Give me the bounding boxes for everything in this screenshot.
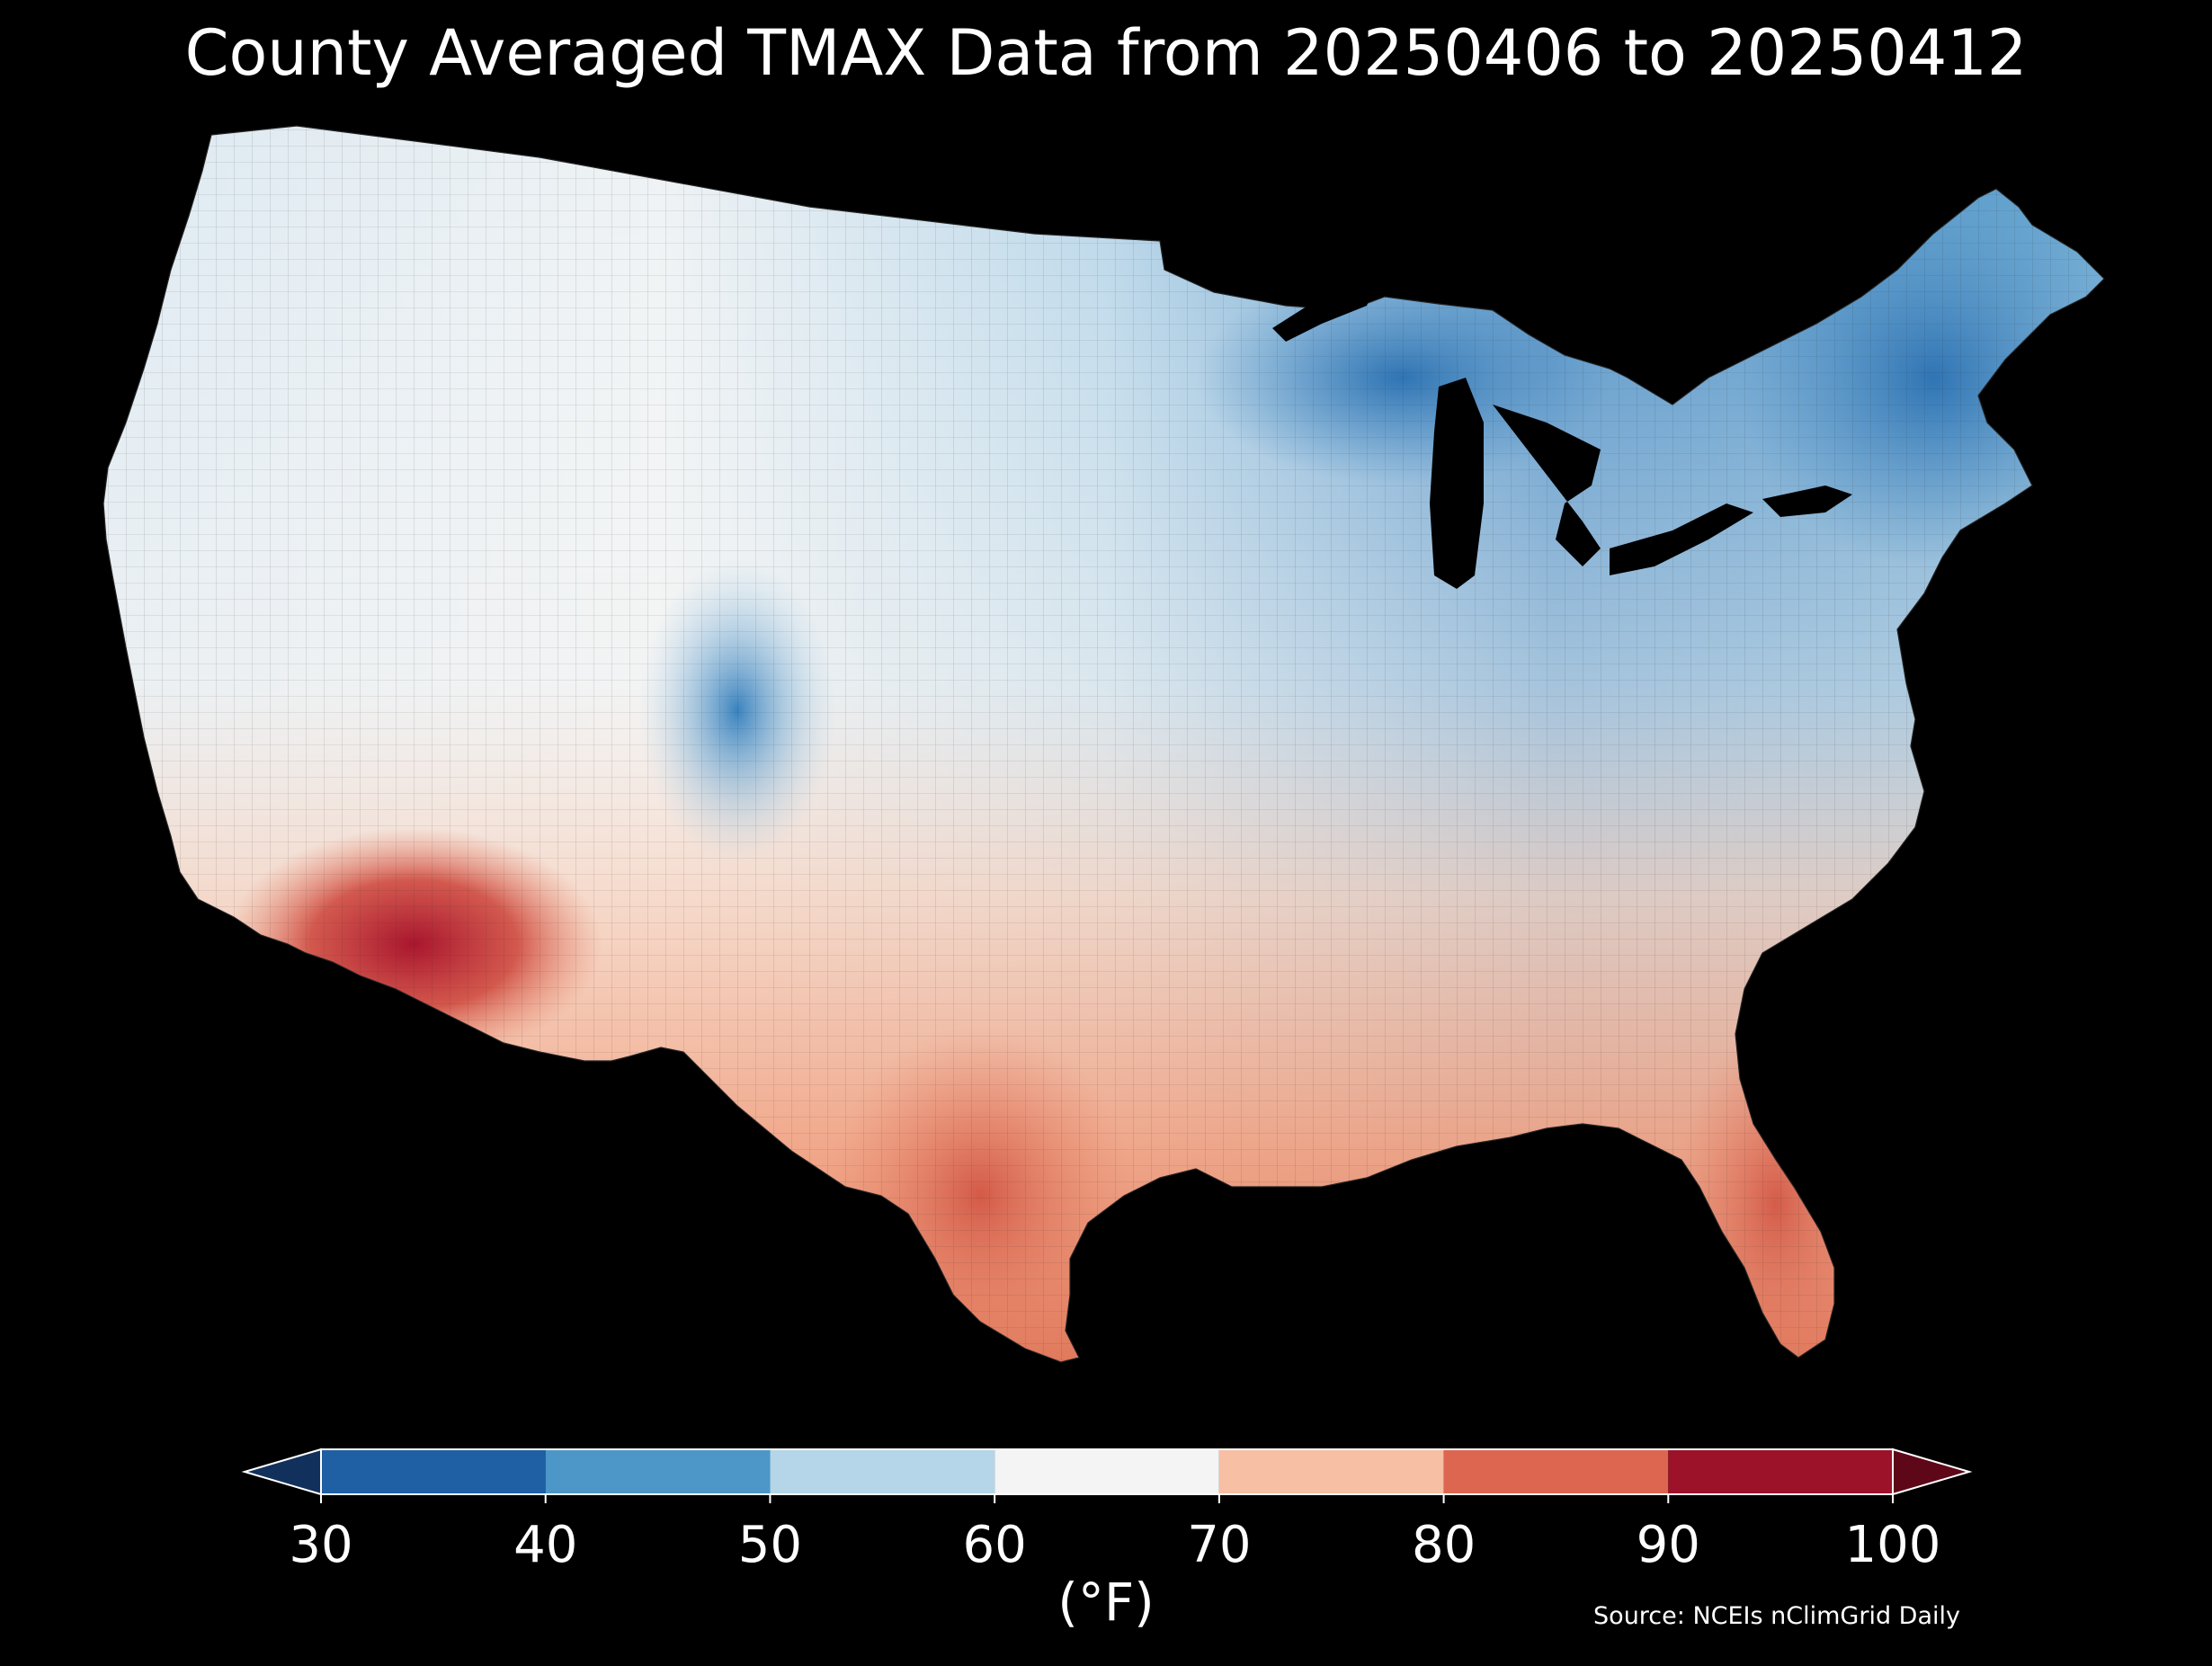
colorbar-bin-30-40 [321, 1449, 546, 1494]
colorbar-tick-label: 90 [1637, 1516, 1700, 1574]
colorbar: 30 40 50 60 70 80 90 100 [241, 1448, 1973, 1574]
colorbar-bin-50-60 [770, 1449, 995, 1494]
source-credit: Source: NCEIs nClimGrid Daily [1593, 1602, 1960, 1630]
great-lakes [1272, 283, 1852, 589]
colorbar-tick-label: 100 [1845, 1516, 1941, 1574]
chart-title: County Averaged TMAX Data from 20250406 … [184, 16, 2028, 90]
colorbar-tick-label: 30 [289, 1516, 352, 1574]
colorbar-under-arrow [241, 1448, 322, 1496]
colorbar-unit-label: (°F) [1057, 1572, 1155, 1633]
colorbar-tick-label: 80 [1412, 1516, 1476, 1574]
us-county-choropleth [103, 126, 2104, 1362]
colorbar-over-arrow [1892, 1448, 1973, 1496]
colorbar-bin-60-70 [995, 1449, 1219, 1494]
colorbar-tick-label: 60 [963, 1516, 1027, 1574]
colorbar-tick-label: 50 [738, 1516, 802, 1574]
colorbar-bin-70-80 [1218, 1449, 1444, 1494]
colorbar-bin-80-90 [1443, 1449, 1669, 1494]
colorbar-bin-90-100 [1668, 1449, 1893, 1494]
colorbar-bin-40-50 [545, 1449, 771, 1494]
colorbar-tick-label: 70 [1187, 1516, 1251, 1574]
colorbar-tick-label: 40 [513, 1516, 577, 1574]
